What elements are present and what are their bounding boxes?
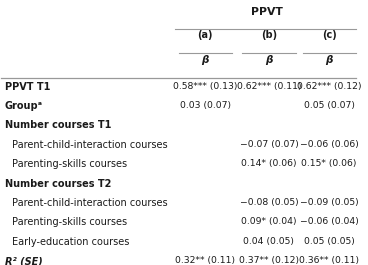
Text: 0.05 (0.07): 0.05 (0.07): [304, 101, 355, 110]
Text: (a): (a): [197, 30, 213, 40]
Text: Parenting-skills courses: Parenting-skills courses: [12, 217, 127, 227]
Text: −0.07 (0.07): −0.07 (0.07): [240, 140, 298, 149]
Text: 0.15* (0.06): 0.15* (0.06): [301, 159, 357, 168]
Text: Early-education courses: Early-education courses: [12, 237, 130, 247]
Text: 0.62*** (0.12): 0.62*** (0.12): [297, 82, 361, 91]
Text: (b): (b): [261, 30, 277, 40]
Text: 0.36** (0.11): 0.36** (0.11): [299, 256, 359, 265]
Text: 0.05 (0.05): 0.05 (0.05): [304, 237, 354, 246]
Text: 0.03 (0.07): 0.03 (0.07): [180, 101, 231, 110]
Text: Parent-child-interaction courses: Parent-child-interaction courses: [12, 198, 168, 208]
Text: β: β: [201, 55, 209, 65]
Text: 0.14* (0.06): 0.14* (0.06): [241, 159, 297, 168]
Text: −0.09 (0.05): −0.09 (0.05): [300, 198, 358, 207]
Text: 0.37** (0.12): 0.37** (0.12): [239, 256, 299, 265]
Text: 0.62*** (0.11): 0.62*** (0.11): [237, 82, 301, 91]
Text: 0.04 (0.05): 0.04 (0.05): [244, 237, 294, 246]
Text: R² (SE): R² (SE): [5, 256, 43, 265]
Text: Number courses T1: Number courses T1: [5, 121, 111, 130]
Text: PPVT: PPVT: [251, 7, 283, 17]
Text: Groupᵃ: Groupᵃ: [5, 101, 43, 111]
Text: (c): (c): [322, 30, 337, 40]
Text: Number courses T2: Number courses T2: [5, 179, 111, 189]
Text: −0.06 (0.04): −0.06 (0.04): [300, 217, 358, 226]
Text: Parent-child-interaction courses: Parent-child-interaction courses: [12, 140, 168, 150]
Text: −0.06 (0.06): −0.06 (0.06): [300, 140, 358, 149]
Text: Parenting-skills courses: Parenting-skills courses: [12, 159, 127, 169]
Text: β: β: [325, 55, 333, 65]
Text: 0.58*** (0.13): 0.58*** (0.13): [173, 82, 237, 91]
Text: PPVT T1: PPVT T1: [5, 82, 50, 92]
Text: 0.09* (0.04): 0.09* (0.04): [241, 217, 297, 226]
Text: −0.08 (0.05): −0.08 (0.05): [240, 198, 298, 207]
Text: β: β: [265, 55, 273, 65]
Text: 0.32** (0.11): 0.32** (0.11): [175, 256, 235, 265]
